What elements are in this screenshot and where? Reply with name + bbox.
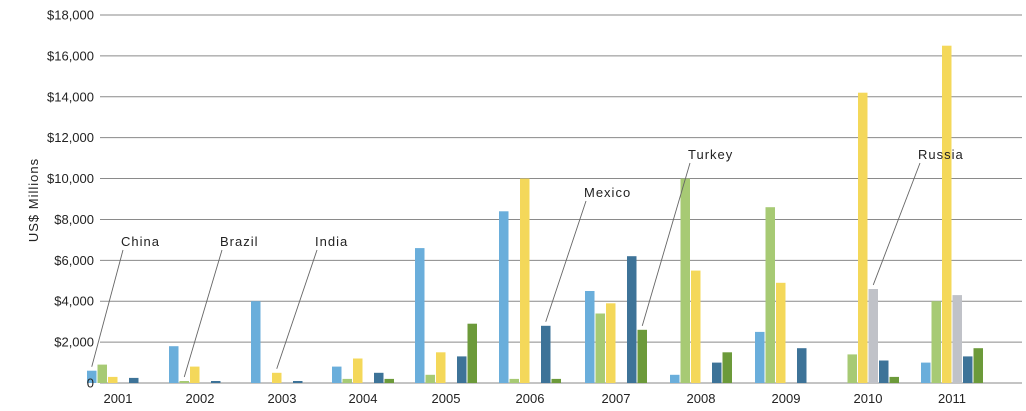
x-tick-label: 2007	[602, 391, 631, 406]
annotation-leader-line	[641, 162, 691, 326]
y-tick-label: $14,000	[47, 89, 94, 104]
bar-brazil-2008	[680, 178, 690, 383]
bar-india-2007	[606, 303, 616, 383]
bar-china-2011	[921, 362, 931, 383]
bar-india-2006	[520, 178, 530, 383]
bar-mexico-2007	[627, 256, 637, 383]
x-tick-label: 2008	[687, 391, 716, 406]
annotation-label-china: China	[121, 234, 160, 249]
bar-mexico-2006	[541, 325, 551, 383]
annotation-leader-line	[91, 249, 124, 367]
bar-turkey-2007	[637, 329, 647, 383]
bar-mexico-2009	[797, 348, 807, 383]
x-tick-label: 2003	[268, 391, 297, 406]
annotation-label-brazil: Brazil	[220, 234, 259, 249]
bar-brazil-2005	[425, 374, 435, 383]
y-tick-label: $16,000	[47, 48, 94, 63]
bar-mexico-2005	[457, 356, 467, 383]
bar-india-2004	[353, 358, 363, 383]
y-tick-label: 0	[87, 376, 94, 391]
annotation-leader-line	[183, 249, 223, 378]
bar-india-2002	[190, 366, 200, 383]
y-tick-label: $4,000	[54, 294, 94, 309]
bar-mexico-2001	[129, 377, 139, 383]
y-axis-label: US$ Millions	[26, 158, 41, 242]
grid-lines	[100, 14, 1022, 384]
annotation-leader-line	[872, 162, 921, 286]
annotation-leader-line	[276, 249, 318, 369]
y-tick-label: $8,000	[54, 212, 94, 227]
bar-brazil-2002	[179, 381, 189, 383]
bar-india-2009	[776, 282, 786, 383]
annotation-label-turkey: Turkey	[688, 147, 733, 162]
bar-russia-2010	[868, 289, 878, 383]
bar-china-2007	[585, 291, 595, 383]
bar-brazil-2007	[595, 313, 605, 383]
bar-mexico-2008	[712, 362, 722, 383]
bar-india-2003	[272, 372, 282, 383]
bar-brazil-2006	[509, 378, 519, 383]
bar-china-2003	[251, 301, 261, 383]
x-tick-label: 2001	[104, 391, 133, 406]
bar-india-2011	[942, 45, 952, 383]
bar-mexico-2003	[293, 381, 303, 383]
y-tick-label: $6,000	[54, 253, 94, 268]
bars	[87, 45, 983, 383]
bar-turkey-2005	[467, 323, 477, 383]
bar-china-2004	[332, 366, 342, 383]
bar-china-2006	[499, 211, 509, 383]
bar-mexico-2011	[963, 356, 973, 383]
bar-turkey-2006	[551, 378, 561, 383]
x-tick-label: 2004	[349, 391, 378, 406]
bar-brazil-2004	[342, 378, 352, 383]
y-tick-label: $12,000	[47, 130, 94, 145]
bar-india-2001	[108, 376, 118, 383]
bar-mexico-2002	[211, 381, 221, 383]
bar-brazil-2011	[931, 301, 941, 383]
annotation-label-india: India	[315, 234, 348, 249]
bar-mexico-2004	[374, 372, 384, 383]
bar-brazil-2010	[847, 354, 857, 383]
annotation-label-mexico: Mexico	[584, 185, 631, 200]
bar-brazil-2009	[765, 207, 775, 383]
bar-russia-2011	[952, 295, 962, 383]
y-tick-label: $10,000	[47, 171, 94, 186]
bar-brazil-2001	[97, 364, 107, 383]
bar-india-2010	[858, 92, 868, 383]
x-tick-label: 2006	[516, 391, 545, 406]
x-tick-label: 2010	[854, 391, 883, 406]
bar-turkey-2010	[889, 376, 899, 383]
bar-china-2009	[755, 331, 765, 383]
bar-india-2005	[436, 352, 446, 383]
bar-turkey-2011	[973, 348, 983, 383]
y-axis-ticks: $18,000 $16,000 $14,000 $12,000 $10,000 $8,00…	[47, 8, 94, 391]
annotations: China Brazil India Mexico Turkey Russia	[91, 147, 964, 378]
bar-mexico-2010	[879, 360, 889, 383]
x-tick-label: 2011	[938, 391, 966, 406]
x-tick-label: 2005	[432, 391, 461, 406]
x-axis-ticks: 2001 2002 2003 2004 2005 2006 2007 2008 2009 2010…	[104, 391, 966, 406]
x-tick-label: 2002	[186, 391, 215, 406]
bar-china-2001	[87, 370, 97, 383]
y-tick-label: $18,000	[47, 8, 94, 23]
bar-china-2002	[169, 346, 179, 383]
bar-india-2008	[691, 270, 701, 383]
bar-china-2005	[415, 248, 425, 383]
annotation-label-russia: Russia	[918, 147, 964, 162]
y-tick-label: $2,000	[54, 335, 94, 350]
bar-turkey-2008	[722, 352, 732, 383]
bar-turkey-2004	[384, 378, 394, 383]
x-tick-label: 2009	[772, 391, 801, 406]
annotation-leader-line	[545, 200, 587, 322]
bar-china-2008	[670, 374, 680, 383]
